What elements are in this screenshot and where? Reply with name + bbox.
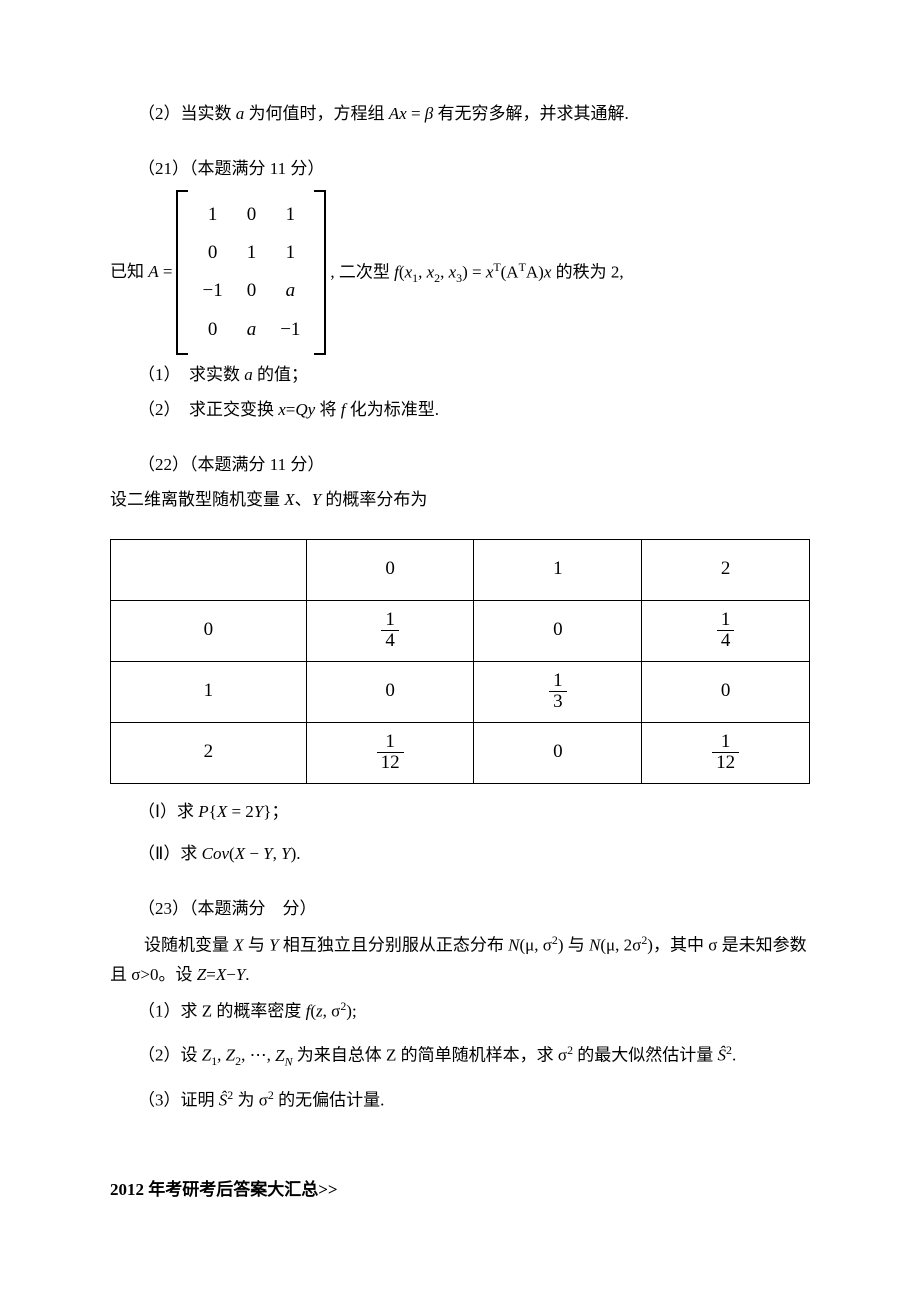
r2c2: 112	[642, 722, 810, 783]
footer-link[interactable]: 2012 年考研考后答案大汇总>>	[110, 1176, 810, 1205]
m20: −1	[190, 272, 234, 310]
m31: a	[247, 319, 257, 340]
q22-table: 0 1 2 0 14 0 14 1 0 13 0 2 112 0 112	[110, 539, 810, 784]
hdr-2: 2	[642, 539, 810, 600]
r2c0: 112	[306, 722, 474, 783]
hdr-blank	[111, 539, 307, 600]
q21-p1-label: （1）	[138, 365, 172, 384]
table-header-row: 0 1 2	[111, 539, 810, 600]
q22-block: （22）（本题满分 11 分） 设二维离散型随机变量 X、Y 的概率分布为 0 …	[110, 451, 810, 870]
r0c1: 0	[474, 600, 642, 661]
q21-header: （21）（本题满分 11 分）	[110, 155, 810, 184]
footer-text: 2012 年考研考后答案大汇总>>	[110, 1180, 338, 1199]
m21: 0	[235, 272, 269, 310]
m12: 1	[268, 234, 312, 272]
q21-prefix: 已知 A =	[110, 258, 172, 287]
m10: 0	[190, 234, 234, 272]
r1h: 1	[111, 661, 307, 722]
r0c0: 14	[306, 600, 474, 661]
q21-aftermatrix: , 二次型 f(x1, x2, x3) = xT(ATA)x 的秩为 2,	[330, 257, 623, 288]
q22-header: （22）（本题满分 11 分）	[110, 451, 810, 480]
q20-part2-text: （2）当实数 a 为何值时，方程组 Ax = β 有无穷多解，并求其通解.	[110, 100, 810, 129]
m32: −1	[268, 311, 312, 349]
q23-intro: 设随机变量 X 与 Y 相互独立且分别服从正态分布 N(μ, σ2) 与 N(μ…	[110, 930, 810, 989]
q21-p2: （2） 求正交变换 x=Qy 将 f 化为标准型.	[110, 396, 810, 425]
r1c0: 0	[306, 661, 474, 722]
q21-matrix-line: 已知 A = 101 011 −10a 0a−1 , 二次型 f(x1, x2,…	[110, 190, 810, 355]
r0c2: 14	[642, 600, 810, 661]
q21-block: （21）（本题满分 11 分） 已知 A = 101 011 −10a 0a−1…	[110, 155, 810, 425]
q22-p2: （Ⅱ）求 Cov(X − Y, Y).	[110, 840, 810, 869]
r2h: 2	[111, 722, 307, 783]
q21-matrix-table: 101 011 −10a 0a−1	[190, 196, 312, 349]
q21-matrix: 101 011 −10a 0a−1	[176, 190, 326, 355]
m00: 1	[190, 196, 234, 234]
q21-p2-label: （2）	[138, 400, 172, 419]
m11: 1	[235, 234, 269, 272]
q21-p1: （1） 求实数 a 的值；	[110, 361, 810, 390]
r0h: 0	[111, 600, 307, 661]
m01: 0	[235, 196, 269, 234]
table-row: 0 14 0 14	[111, 600, 810, 661]
q23-p2: （2）设 Z1, Z2, ⋯, ZN 为来自总体 Z 的简单随机样本，求 σ2 …	[110, 1040, 810, 1071]
r1c2: 0	[642, 661, 810, 722]
q23-block: （23）（本题满分 分） 设随机变量 X 与 Y 相互独立且分别服从正态分布 N…	[110, 895, 810, 1116]
r2c1: 0	[474, 722, 642, 783]
q23-p1: （1）求 Z 的概率密度 f(z, σ2);	[110, 996, 810, 1027]
r1c1: 13	[474, 661, 642, 722]
q20-part2-block: （2）当实数 a 为何值时，方程组 Ax = β 有无穷多解，并求其通解.	[110, 100, 810, 129]
hdr-1: 1	[474, 539, 642, 600]
hdr-0: 0	[306, 539, 474, 600]
q23-p3: （3）证明 Ŝ2 为 σ2 的无偏估计量.	[110, 1085, 810, 1116]
m30: 0	[190, 311, 234, 349]
q22-intro: 设二维离散型随机变量 X、Y 的概率分布为	[110, 486, 810, 515]
m22: a	[286, 280, 296, 301]
m02: 1	[268, 196, 312, 234]
q23-header: （23）（本题满分 分）	[110, 895, 810, 924]
table-row: 2 112 0 112	[111, 722, 810, 783]
q22-p1: （Ⅰ）求 P{X = 2Y}；	[110, 798, 810, 827]
table-row: 1 0 13 0	[111, 661, 810, 722]
